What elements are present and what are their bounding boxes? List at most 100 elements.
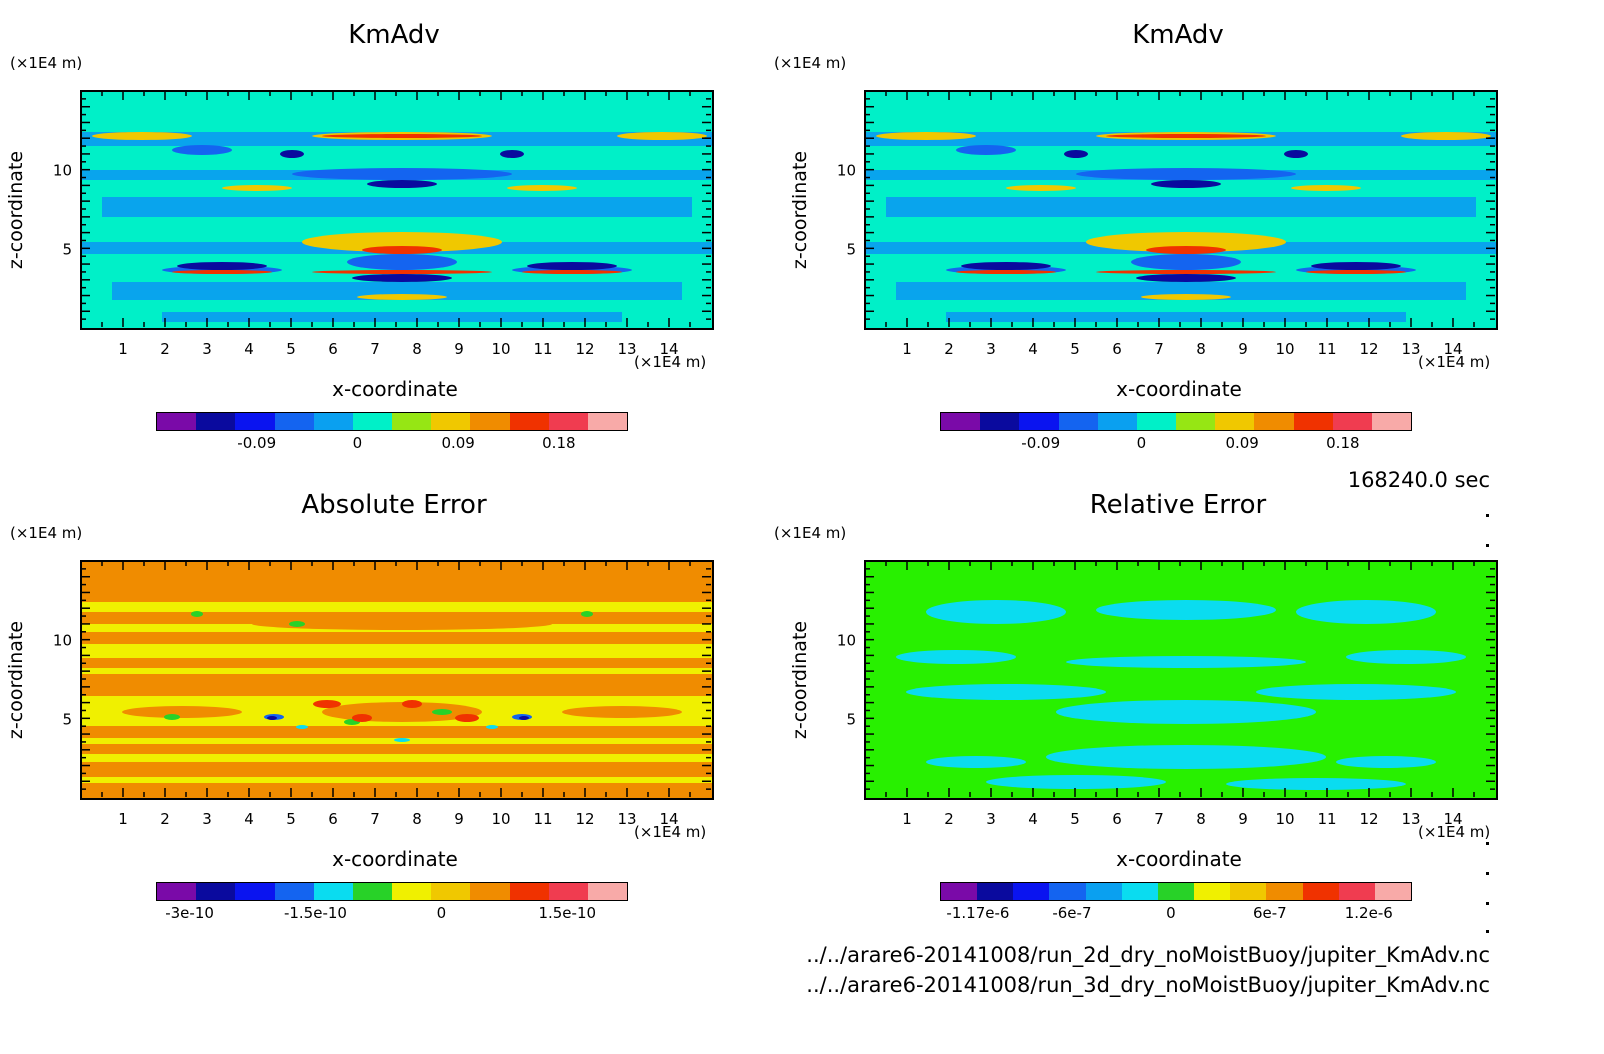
colorbar-label: 0.09 [441,434,475,452]
colorbar-swatch [509,883,549,900]
colorbar-swatch [274,413,314,430]
x-tick-label: 5 [286,340,296,358]
x-tick-label: 1 [118,810,128,828]
colorbar-swatch [431,413,471,430]
x-tick-label: 7 [1154,340,1164,358]
x-tick-label: 3 [202,340,212,358]
contour-field [82,92,712,328]
x-axis-label: x-coordinate [1116,377,1242,401]
colorbar-swatch [980,413,1020,430]
colorbar-swatch [470,883,510,900]
x-tick-label: 12 [1359,340,1378,358]
colorbar-swatch [1371,413,1412,430]
plot-area [80,90,714,330]
colorbar-label: -1.5e-10 [283,904,347,922]
x-tick-label: 13 [617,810,636,828]
marker-dot [1486,872,1489,875]
x-tick-label: 8 [1196,810,1206,828]
x-tick-label: 9 [1238,340,1248,358]
colorbar-swatch [1013,883,1050,900]
y-tick-label: 10 [53,632,72,650]
colorbar-swatch [313,883,353,900]
colorbar-swatch [1332,413,1372,430]
x-tick-label: 6 [1112,810,1122,828]
y-unit-label: (×1E4 m) [774,54,847,72]
x-unit-label: (×1E4 m) [1418,823,1491,841]
colorbar-label: -1.17e-6 [946,904,1010,922]
y-tick-label: 5 [62,710,72,728]
x-tick-label: 14 [1443,340,1462,358]
colorbar-label: -0.09 [1021,434,1061,452]
colorbar-swatch [1254,413,1294,430]
colorbar-swatch [587,413,628,430]
colorbar-swatch [1293,413,1333,430]
x-tick-label: 9 [1238,810,1248,828]
x-tick-label: 4 [1028,340,1038,358]
contour-field [82,562,712,798]
colorbar-swatch [196,413,236,430]
x-tick-label: 7 [1154,810,1164,828]
x-tick-label: 6 [328,340,338,358]
chart-kmadv-left: KmAdv (×1E4 m) [0,20,780,500]
colorbar-swatch [1058,413,1098,430]
x-tick-label: 1 [902,340,912,358]
y-unit-label: (×1E4 m) [774,524,847,542]
x-tick-label: 11 [533,340,552,358]
colorbar-swatch [1194,883,1231,900]
colorbar-swatch [235,883,275,900]
contour-field [866,92,1496,328]
x-tick-label: 14 [659,810,678,828]
y-tick-label: 10 [53,162,72,180]
x-tick-label: 2 [944,340,954,358]
colorbar-swatch [1230,883,1267,900]
colorbar-swatch [235,413,275,430]
x-tick-label: 13 [617,340,636,358]
colorbar-swatch [1097,413,1137,430]
x-tick-label: 11 [1317,340,1336,358]
x-tick-label: 5 [286,810,296,828]
marker-dot [1486,842,1489,845]
file-path-1: ../../arare6-20141008/run_2d_dry_noMoist… [806,943,1490,967]
x-tick-label: 4 [1028,810,1038,828]
x-tick-label: 11 [1317,810,1336,828]
x-tick-label: 10 [491,810,510,828]
colorbar-swatch [313,413,353,430]
colorbar-swatch [1176,413,1216,430]
colorbar-label: 0 [1136,434,1147,452]
colorbar-label: 6e-7 [1252,904,1287,922]
colorbar-swatch [587,883,628,900]
y-axis-label: z-coordinate [5,620,27,740]
colorbar-swatch [941,883,978,900]
colorbar-swatch [1136,413,1177,430]
colorbar-swatch [509,413,549,430]
colorbar-swatch [392,413,432,430]
y-axis-label: z-coordinate [5,150,27,270]
x-tick-label: 7 [370,340,380,358]
chart-kmadv-right: KmAdv (×1E4 m) [774,20,1564,500]
marker-dot [1486,544,1489,547]
x-tick-label: 3 [202,810,212,828]
colorbar-swatch [157,413,197,430]
x-tick-label: 4 [244,340,254,358]
plot-area [864,90,1498,330]
chart-title: KmAdv [348,20,440,50]
colorbar-label: 0.18 [1326,434,1360,452]
colorbar-swatch [431,883,471,900]
x-tick-label: 13 [1401,810,1420,828]
colorbar-label: -3e-10 [165,904,214,922]
x-tick-label: 2 [160,340,170,358]
x-tick-label: 12 [575,810,594,828]
x-tick-label: 3 [986,340,996,358]
x-tick-label: 14 [659,340,678,358]
y-tick-label: 5 [846,240,856,258]
x-tick-label: 12 [575,340,594,358]
x-tick-label: 8 [412,810,422,828]
x-tick-label: 4 [244,810,254,828]
y-axis-label: z-coordinate [789,150,811,270]
colorbar-label: 1.2e-6 [1344,904,1393,922]
